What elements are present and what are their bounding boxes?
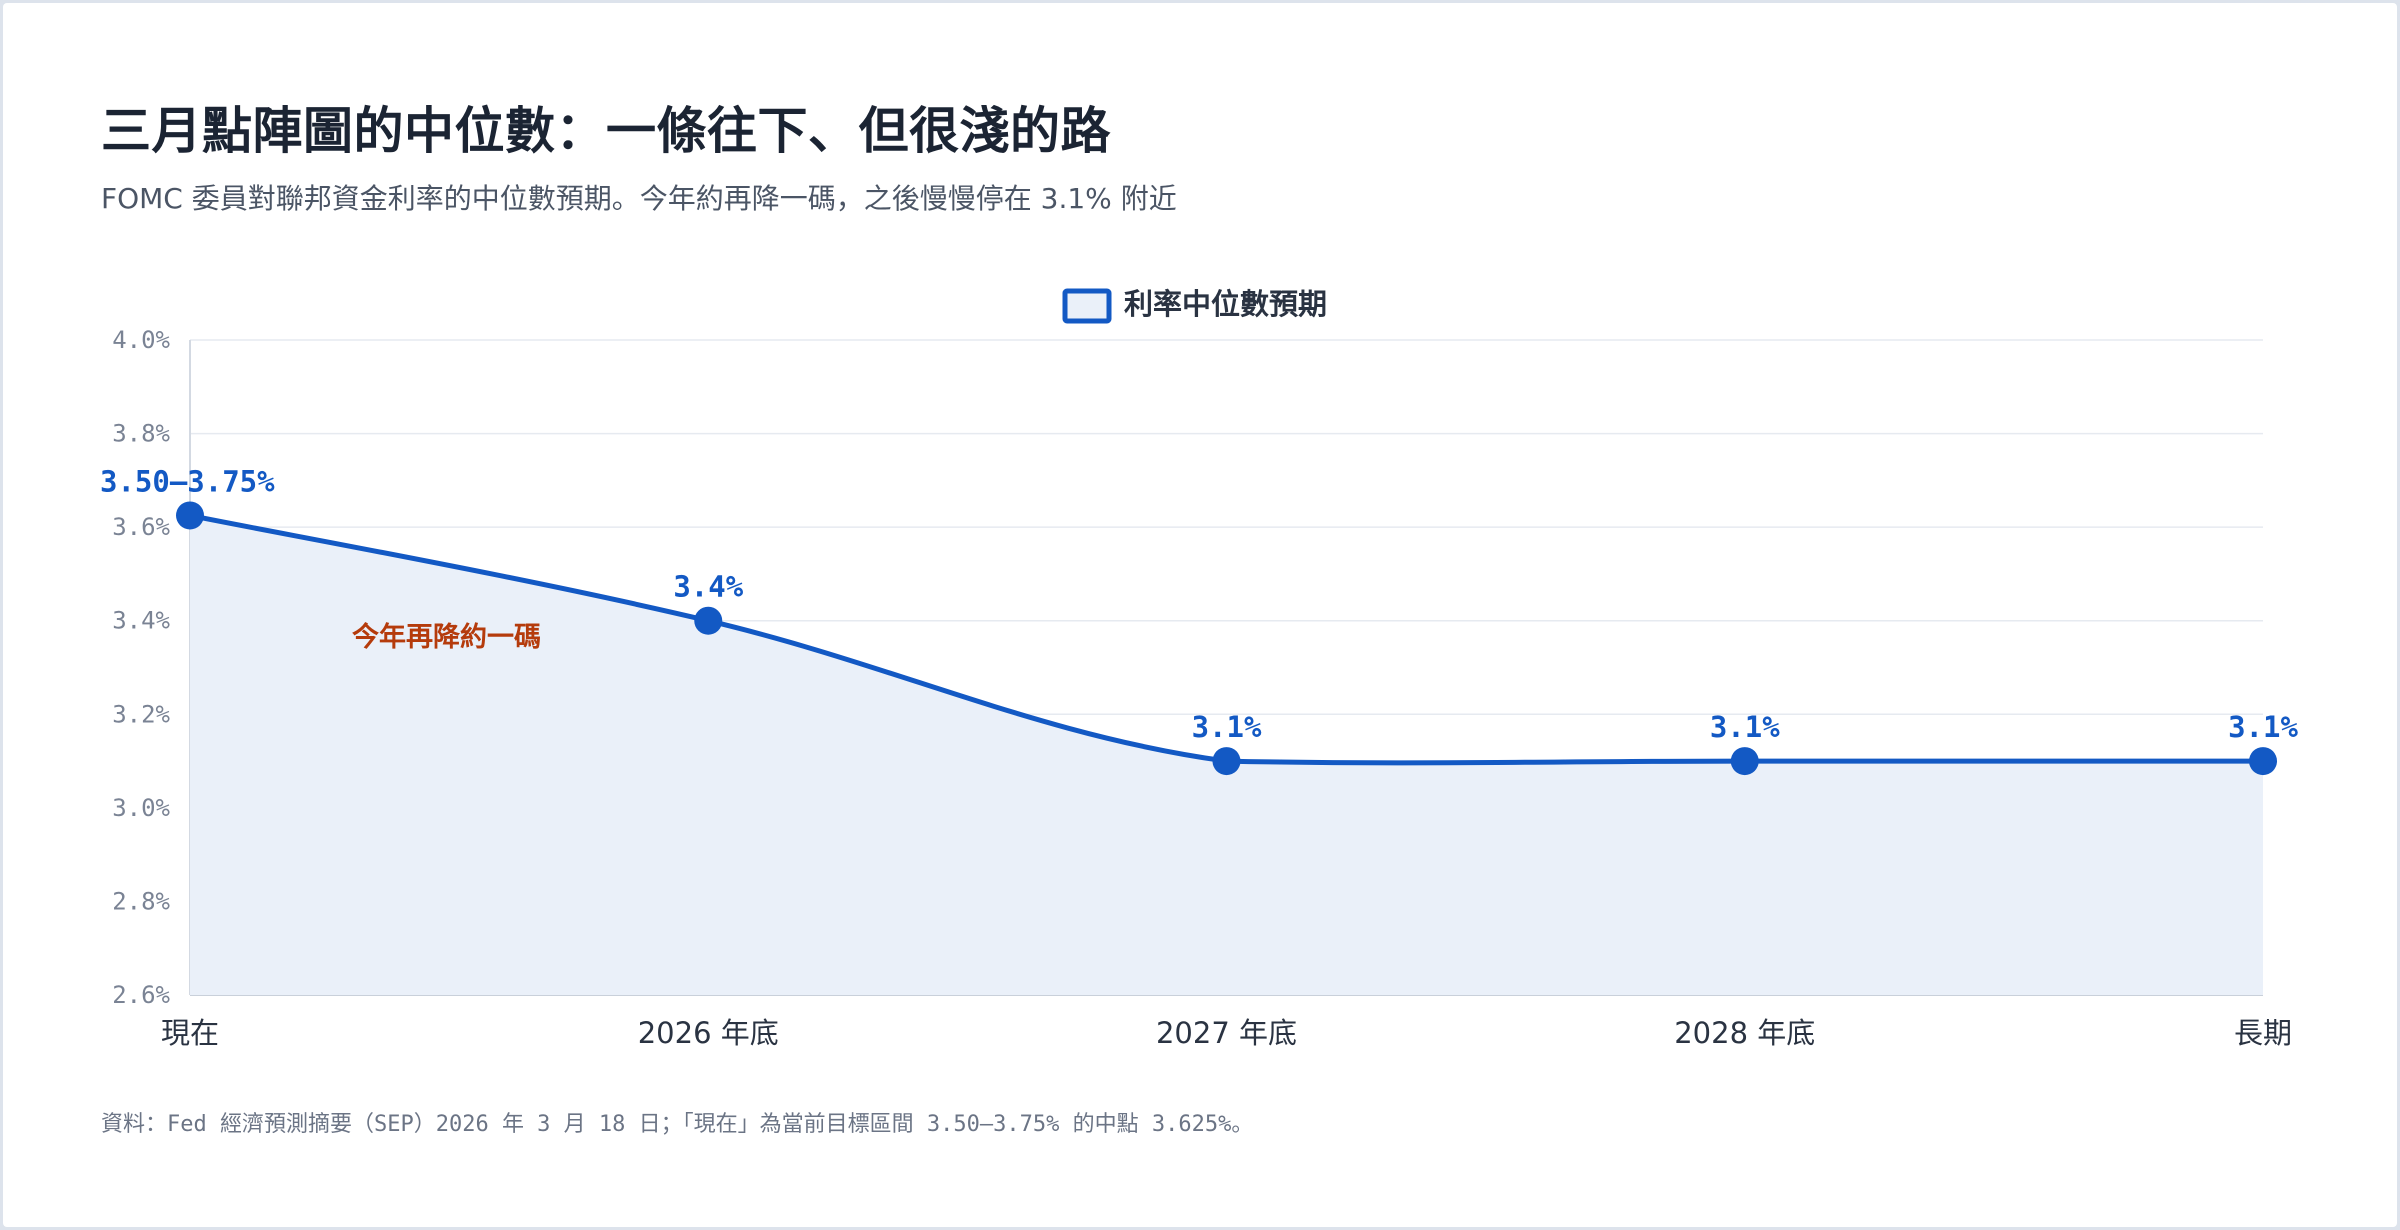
x-tick-label: 長期	[2234, 1016, 2292, 1050]
data-label: 3.4%	[673, 570, 743, 604]
x-tick-label: 2027 年底	[1156, 1016, 1297, 1050]
data-label: 3.1%	[1192, 710, 1262, 744]
source-note: 資料：Fed 經濟預測摘要（SEP）2026 年 3 月 18 日；「現在」為當…	[101, 1112, 1254, 1137]
y-tick-label: 3.8%	[112, 420, 170, 448]
x-tick-label: 2028 年底	[1674, 1016, 1815, 1050]
data-point	[1730, 747, 1759, 776]
y-tick-label: 3.2%	[112, 700, 170, 728]
y-tick-label: 3.6%	[112, 513, 170, 541]
y-tick-label: 3.4%	[112, 607, 170, 635]
data-point	[176, 501, 204, 530]
data-point	[1212, 747, 1241, 776]
data-point	[2249, 747, 2277, 776]
data-label: 3.1%	[2228, 710, 2298, 744]
legend-label: 利率中位數預期	[1124, 287, 1327, 321]
x-tick-label: 2026 年底	[638, 1016, 779, 1050]
y-tick-label: 4.0%	[112, 326, 170, 354]
data-point	[694, 606, 723, 635]
y-tick-label: 2.6%	[112, 981, 170, 1009]
y-tick-label: 2.8%	[112, 887, 170, 915]
data-label: 3.1%	[1710, 710, 1780, 744]
annotation-label: 今年再降約一碼	[352, 621, 541, 653]
legend-swatch	[1062, 288, 1112, 324]
x-tick-label: 現在	[161, 1016, 219, 1050]
data-label: 3.50–3.75%	[100, 464, 275, 498]
chart-subtitle: FOMC 委員對聯邦資金利率的中位數預期。今年約再降一碼，之後慢慢停在 3.1%…	[101, 182, 1177, 215]
chart-title: 三月點陣圖的中位數：一條往下、但很淺的路	[101, 102, 1111, 160]
area-fill	[190, 515, 2263, 995]
y-tick-label: 3.0%	[112, 794, 170, 822]
